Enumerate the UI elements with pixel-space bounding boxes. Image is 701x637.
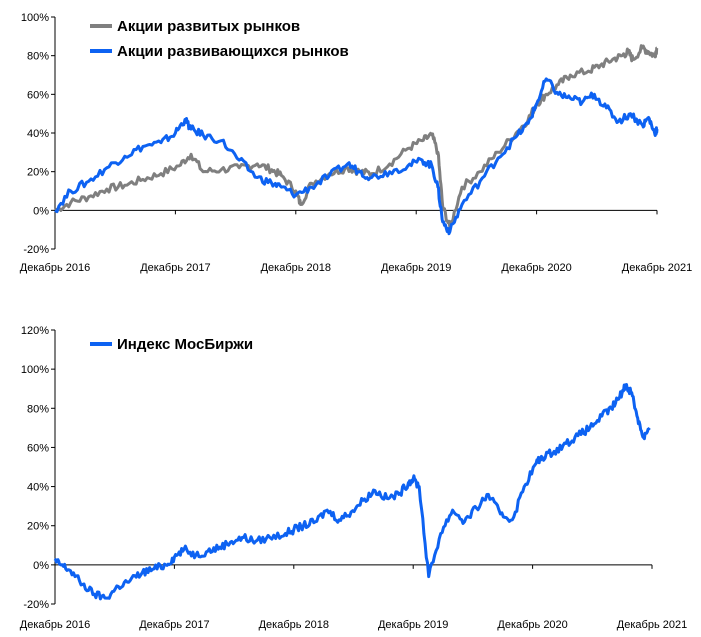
series-line-10 (53, 383, 651, 601)
y-tick-label: 20% (27, 167, 49, 179)
y-tick-label: 40% (27, 482, 49, 494)
x-tick-label: Декабрь 2021 (617, 619, 687, 631)
y-tick-label: 40% (27, 128, 49, 140)
x-tick-label: Декабрь 2017 (139, 619, 209, 631)
y-tick-label: 80% (27, 403, 49, 415)
series-line-0 (54, 44, 659, 230)
y-tick-label: 120% (21, 325, 49, 337)
x-tick-label: Декабрь 2019 (378, 619, 448, 631)
y-tick-label: 80% (27, 51, 49, 63)
chart-bottom: -20% 0% 20% 40% 60% 80% 100% 120% Декабрь 2016 Де… (20, 325, 687, 631)
legend-label: Индекс МосБиржи (117, 336, 253, 353)
x-tick-label: Декабрь 2018 (259, 619, 329, 631)
y-tick-label: 100% (21, 12, 49, 24)
x-tick-label: Декабрь 2020 (497, 619, 567, 631)
y-tick-label: 20% (27, 521, 49, 533)
y-tick-label: 60% (27, 442, 49, 454)
x-tick-label: Декабрь 2021 (622, 262, 692, 274)
series-line-1 (54, 77, 659, 236)
y-tick-label: 100% (21, 364, 49, 376)
legend-label: Акции развитых рынков (117, 18, 300, 35)
y-tick-label: -20% (23, 244, 49, 256)
y-tick-label: -20% (23, 599, 49, 611)
x-tick-label: Декабрь 2016 (20, 619, 90, 631)
y-tick-label: 0% (33, 560, 49, 572)
x-tick-label: Декабрь 2018 (261, 262, 331, 274)
x-tick-label: Декабрь 2017 (140, 262, 210, 274)
x-tick-label: Декабрь 2019 (381, 262, 451, 274)
x-tick-label: Декабрь 2016 (20, 262, 90, 274)
y-tick-label: 0% (33, 205, 49, 217)
chart-top: -20% 0% 20% 40% 60% 80% 100% Декабрь 2016 Декабр… (20, 12, 692, 274)
x-tick-label: Декабрь 2020 (501, 262, 571, 274)
legend-label: Акции развивающихся рынков (117, 43, 349, 60)
y-tick-label: 60% (27, 89, 49, 101)
